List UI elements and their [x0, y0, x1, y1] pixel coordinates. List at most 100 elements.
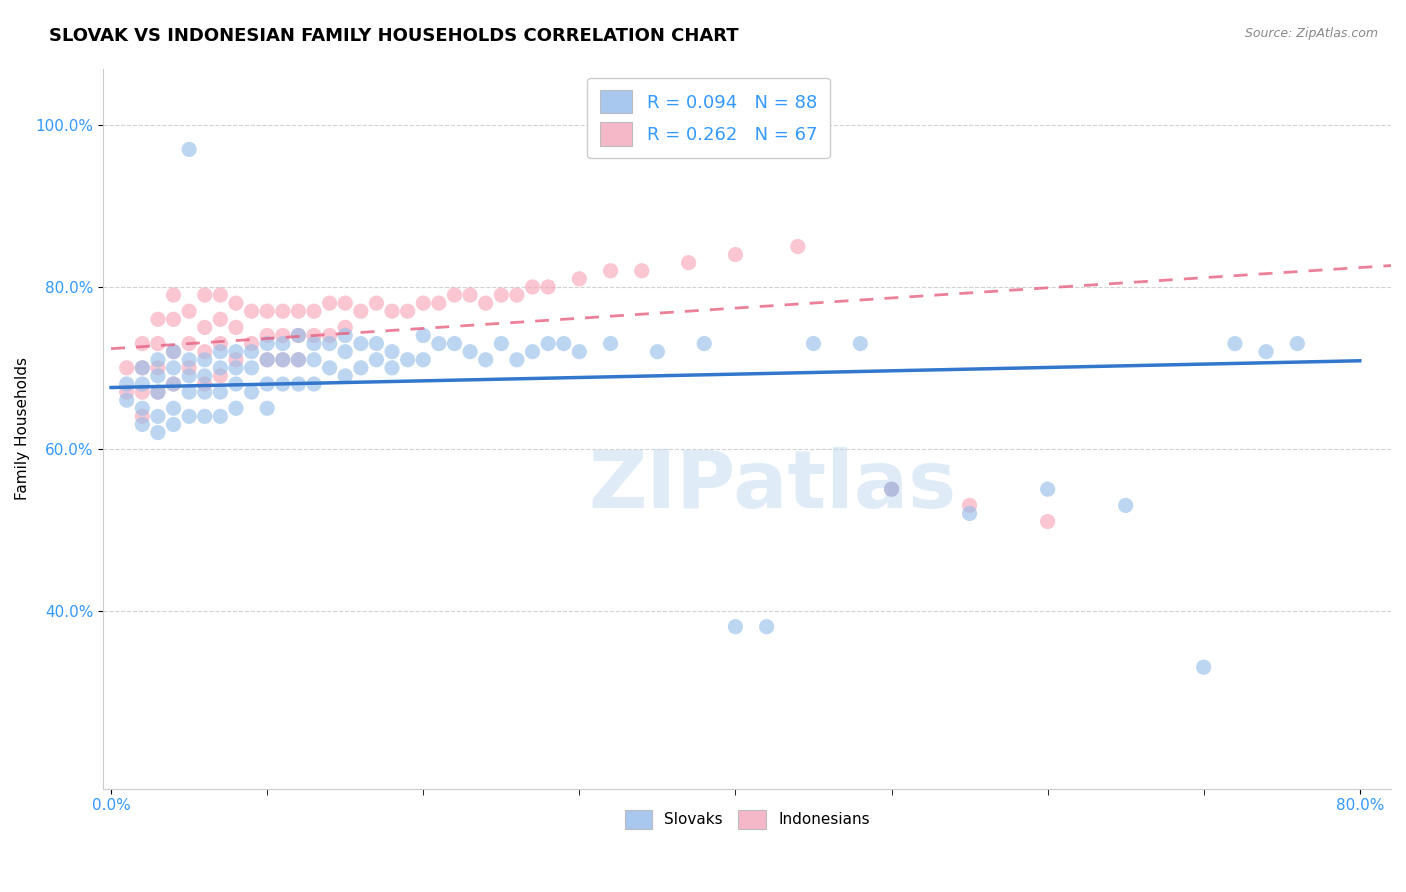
Point [162, 312, 184, 326]
Point [366, 352, 388, 367]
Point [553, 336, 575, 351]
Point [959, 499, 981, 513]
Point [599, 336, 621, 351]
Point [474, 352, 496, 367]
Point [287, 377, 309, 392]
Point [880, 482, 903, 496]
Text: Source: ZipAtlas.com: Source: ZipAtlas.com [1244, 27, 1378, 40]
Point [209, 368, 232, 383]
Point [335, 344, 357, 359]
Point [256, 401, 278, 416]
Point [209, 344, 232, 359]
Point [115, 393, 138, 408]
Point [491, 288, 513, 302]
Point [209, 288, 232, 302]
Point [724, 247, 747, 261]
Point [179, 409, 201, 424]
Point [271, 352, 294, 367]
Point [225, 377, 247, 392]
Point [302, 336, 325, 351]
Point [458, 344, 481, 359]
Point [131, 360, 153, 375]
Point [162, 360, 184, 375]
Point [287, 352, 309, 367]
Point [146, 312, 169, 326]
Point [1223, 336, 1246, 351]
Point [162, 344, 184, 359]
Point [240, 360, 263, 375]
Point [880, 482, 903, 496]
Point [287, 328, 309, 343]
Point [131, 360, 153, 375]
Point [256, 352, 278, 367]
Point [131, 401, 153, 416]
Point [803, 336, 825, 351]
Point [194, 385, 217, 400]
Point [131, 385, 153, 400]
Point [318, 360, 340, 375]
Legend: Slovaks, Indonesians: Slovaks, Indonesians [619, 804, 876, 835]
Point [240, 385, 263, 400]
Point [146, 368, 169, 383]
Point [1036, 515, 1059, 529]
Point [256, 336, 278, 351]
Point [537, 280, 560, 294]
Point [302, 304, 325, 318]
Point [240, 304, 263, 318]
Point [146, 360, 169, 375]
Point [194, 352, 217, 367]
Point [568, 272, 591, 286]
Point [366, 296, 388, 310]
Point [366, 336, 388, 351]
Point [256, 352, 278, 367]
Point [131, 377, 153, 392]
Point [146, 425, 169, 440]
Point [271, 352, 294, 367]
Point [256, 304, 278, 318]
Point [256, 377, 278, 392]
Point [179, 368, 201, 383]
Point [194, 377, 217, 392]
Point [225, 296, 247, 310]
Point [381, 304, 404, 318]
Point [318, 296, 340, 310]
Point [240, 344, 263, 359]
Point [506, 352, 529, 367]
Point [209, 409, 232, 424]
Point [335, 328, 357, 343]
Point [146, 409, 169, 424]
Point [194, 409, 217, 424]
Point [115, 360, 138, 375]
Point [209, 336, 232, 351]
Point [1192, 660, 1215, 674]
Text: SLOVAK VS INDONESIAN FAMILY HOUSEHOLDS CORRELATION CHART: SLOVAK VS INDONESIAN FAMILY HOUSEHOLDS C… [49, 27, 738, 45]
Point [443, 336, 465, 351]
Point [271, 304, 294, 318]
Point [474, 296, 496, 310]
Text: ZIPatlas: ZIPatlas [589, 447, 957, 525]
Point [162, 401, 184, 416]
Point [271, 377, 294, 392]
Point [1036, 482, 1059, 496]
Point [412, 352, 434, 367]
Point [209, 312, 232, 326]
Point [115, 385, 138, 400]
Point [724, 620, 747, 634]
Point [396, 352, 419, 367]
Point [209, 360, 232, 375]
Y-axis label: Family Households: Family Households [15, 357, 30, 500]
Point [599, 264, 621, 278]
Point [179, 304, 201, 318]
Point [146, 352, 169, 367]
Point [194, 320, 217, 334]
Point [271, 328, 294, 343]
Point [335, 320, 357, 334]
Point [162, 377, 184, 392]
Point [350, 360, 373, 375]
Point [318, 328, 340, 343]
Point [458, 288, 481, 302]
Point [647, 344, 669, 359]
Point [146, 385, 169, 400]
Point [522, 280, 544, 294]
Point [630, 264, 652, 278]
